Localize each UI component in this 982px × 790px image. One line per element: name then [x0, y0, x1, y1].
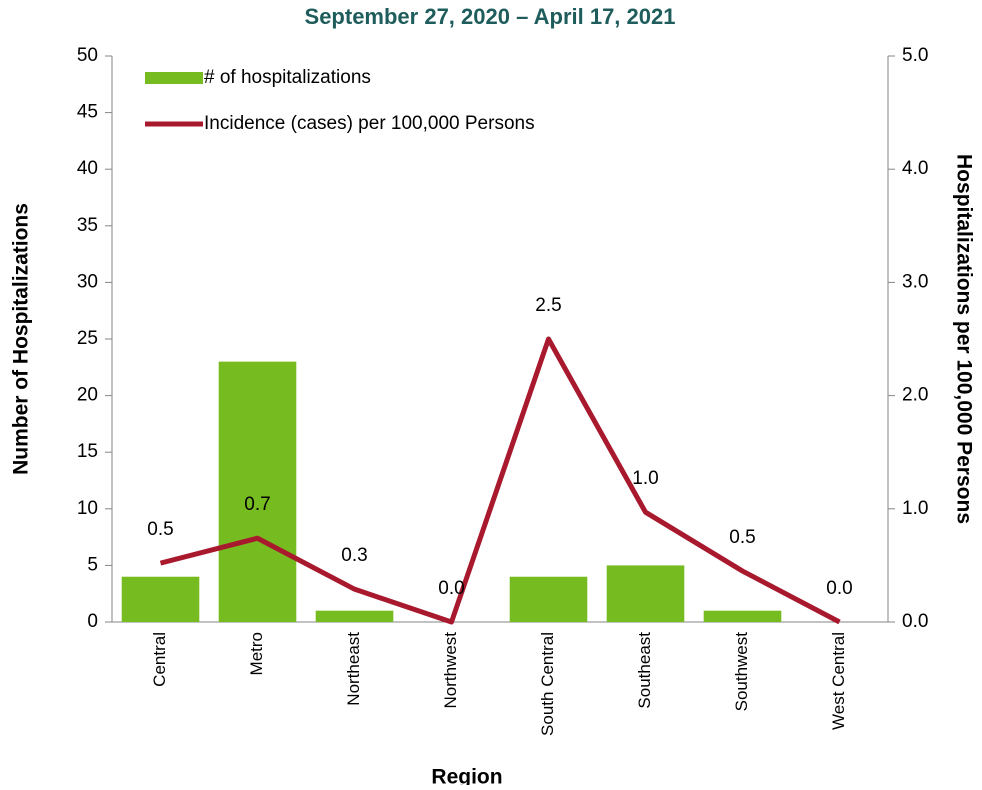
y-tick-label: 50	[77, 45, 98, 66]
data-label: 2.5	[535, 295, 561, 316]
line	[159, 336, 841, 625]
bar	[509, 576, 588, 622]
chart-title: September 27, 2020 – April 17, 2021	[305, 4, 676, 29]
y-tick-label: 20	[77, 385, 98, 406]
y2-tick-label: 1.0	[902, 498, 928, 519]
x-tick-label: West Central	[829, 632, 848, 730]
y-tick-label: 0	[87, 611, 98, 632]
x-tick-label: Metro	[247, 632, 266, 675]
data-label: 0.5	[147, 519, 173, 540]
y-tick-label: 30	[77, 271, 98, 292]
y-tick-label: 45	[77, 102, 98, 123]
x-tick-label: South Central	[538, 632, 557, 736]
y-tick-label: 25	[77, 328, 98, 349]
legend-label: # of hospitalizations	[204, 67, 371, 88]
legend-swatch	[145, 72, 203, 84]
legend-label: Incidence (cases) per 100,000 Persons	[204, 113, 535, 134]
bar	[703, 610, 782, 622]
y2-tick-label: 0.0	[902, 611, 928, 632]
x-tick-label: Northeast	[344, 632, 363, 706]
y-tick-label: 35	[77, 215, 98, 236]
y-tick-label: 10	[77, 498, 98, 519]
data-label: 1.0	[632, 468, 658, 489]
x-tick-label: Central	[150, 632, 169, 687]
y2-tick-label: 4.0	[902, 158, 928, 179]
x-tick-label: Southeast	[635, 632, 654, 709]
x-tick-label: Northwest	[441, 632, 460, 709]
y2-tick-label: 3.0	[902, 271, 928, 292]
data-label: 0.5	[729, 527, 755, 548]
data-label: 0.0	[438, 578, 464, 599]
x-axis-label: Region	[431, 766, 502, 785]
bar	[218, 361, 297, 622]
x-tick-label: Southwest	[732, 632, 751, 712]
data-label: 0.0	[826, 578, 852, 599]
bar	[121, 576, 200, 622]
y-tick-label: 40	[77, 158, 98, 179]
y2-axis-label: Hospitalizations per 100,000 Persons	[952, 154, 975, 524]
data-label: 0.7	[244, 494, 270, 515]
bar	[606, 565, 685, 622]
y2-tick-label: 2.0	[902, 385, 928, 406]
y-tick-label: 15	[77, 441, 98, 462]
y2-tick-label: 5.0	[902, 45, 928, 66]
y-tick-label: 5	[87, 554, 98, 575]
bar	[315, 610, 394, 622]
data-label: 0.3	[341, 545, 367, 566]
y-axis-label: Number of Hospitalizations	[10, 203, 33, 475]
